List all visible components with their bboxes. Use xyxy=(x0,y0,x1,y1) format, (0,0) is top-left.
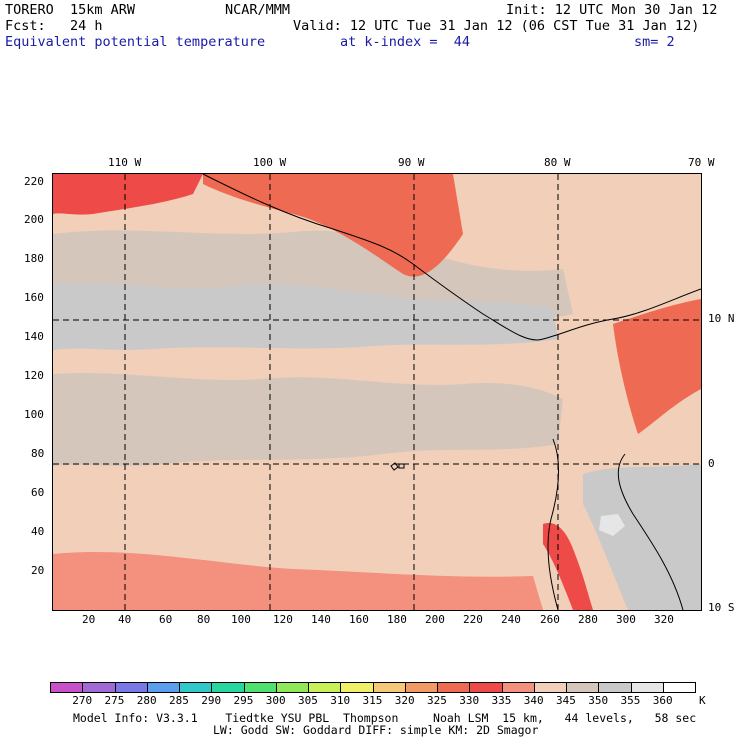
legend-label: 290 xyxy=(201,694,222,707)
lat-label-10s: 10 S xyxy=(708,601,735,614)
init-time: Init: 12 UTC Mon 30 Jan 12 xyxy=(506,2,718,18)
model-info-line2: LW: Godd SW: Goddard DIFF: simple KM: 2D… xyxy=(213,723,539,737)
y-tick: 160 xyxy=(24,291,44,304)
x-tick: 120 xyxy=(273,613,293,626)
legend-swatch xyxy=(308,682,342,693)
x-tick: 200 xyxy=(425,613,445,626)
legend-label: 310 xyxy=(330,694,351,707)
lon-label-70w: 70 W xyxy=(688,156,715,169)
lat-label-10n: 10 N xyxy=(708,312,735,325)
lon-label-100w: 100 W xyxy=(253,156,287,169)
lon-label-80w: 80 W xyxy=(544,156,571,169)
y-tick: 120 xyxy=(24,369,44,382)
legend-label: 295 xyxy=(233,694,254,707)
lon-label-110w: 110 W xyxy=(108,156,142,169)
gray-band-mid xyxy=(53,372,563,466)
legend-swatch xyxy=(50,682,84,693)
legend-swatch xyxy=(275,682,309,693)
legend-label: 355 xyxy=(620,694,641,707)
y-tick: 140 xyxy=(24,330,44,343)
white-patch xyxy=(599,514,625,536)
model-info-line1: Model Info: V3.3.1 Tiedtke YSU PBL Thomp… xyxy=(73,711,697,725)
legend-swatch xyxy=(437,682,471,693)
theta-e-field xyxy=(53,174,701,610)
legend-label: 300 xyxy=(265,694,286,707)
warm-colombia xyxy=(613,299,701,434)
x-tick: 80 xyxy=(197,613,211,626)
legend-label: 305 xyxy=(298,694,318,707)
legend-swatch xyxy=(146,682,180,693)
legend-label: 280 xyxy=(136,694,157,707)
legend-label: 330 xyxy=(459,694,480,707)
legend-swatch xyxy=(662,682,696,693)
y-tick: 220 xyxy=(24,175,44,188)
legend-label: 270 xyxy=(72,694,93,707)
x-tick: 160 xyxy=(349,613,369,626)
legend-swatch xyxy=(179,682,213,693)
x-tick: 240 xyxy=(501,613,521,626)
lon-label-90w: 90 W xyxy=(398,156,425,169)
y-tick: 180 xyxy=(24,252,44,265)
gray-band-andes xyxy=(583,464,701,610)
x-tick: 20 xyxy=(82,613,96,626)
warm-northwest xyxy=(53,174,203,215)
y-tick: 100 xyxy=(24,408,44,421)
x-tick: 280 xyxy=(578,613,598,626)
legend-swatch xyxy=(404,682,438,693)
legend-label: 350 xyxy=(588,694,609,707)
map-panel xyxy=(52,173,702,611)
y-tick: 200 xyxy=(24,213,44,226)
y-tick: 60 xyxy=(31,486,45,499)
field-name: Equivalent potential temperature xyxy=(5,34,266,50)
legend-label: 325 xyxy=(427,694,447,707)
x-tick: 140 xyxy=(311,613,331,626)
legend-swatch xyxy=(630,682,664,693)
legend-swatch xyxy=(372,682,406,693)
legend-label: 340 xyxy=(523,694,544,707)
y-tick: 20 xyxy=(31,564,45,577)
k-index: at k-index = 44 xyxy=(340,34,471,50)
x-tick: 180 xyxy=(387,613,407,626)
x-tick: 60 xyxy=(159,613,173,626)
legend-swatch xyxy=(598,682,632,693)
x-tick: 220 xyxy=(463,613,483,626)
warm-central-america xyxy=(203,174,463,277)
legend-label: 360 xyxy=(652,694,673,707)
coastline xyxy=(202,174,701,610)
legend-label: 320 xyxy=(394,694,415,707)
smoothing: sm= 2 xyxy=(634,34,675,50)
legend-label: 345 xyxy=(556,694,576,707)
legend-label: 275 xyxy=(104,694,125,707)
legend-label: 315 xyxy=(362,694,383,707)
organization: NCAR/MMM xyxy=(225,2,291,18)
warm-south xyxy=(53,551,543,610)
x-tick: 300 xyxy=(616,613,636,626)
legend-swatch xyxy=(566,682,600,693)
legend-swatch xyxy=(501,682,535,693)
forecast-hour: Fcst: 24 h xyxy=(5,18,103,34)
valid-time: Valid: 12 UTC Tue 31 Jan 12 (06 CST Tue … xyxy=(293,18,700,34)
legend-unit: K xyxy=(699,694,706,707)
lat-label-0: 0 xyxy=(708,457,715,470)
x-tick: 40 xyxy=(118,613,132,626)
x-tick: 100 xyxy=(231,613,251,626)
gray-band-central xyxy=(53,282,558,350)
legend-swatch xyxy=(340,682,374,693)
warm-peru-coast xyxy=(543,523,593,610)
legend-swatch xyxy=(243,682,277,693)
graticule xyxy=(53,174,701,610)
legend-swatch xyxy=(469,682,503,693)
legend-label: 285 xyxy=(169,694,189,707)
y-tick: 80 xyxy=(31,447,45,460)
model-name: TORERO 15km ARW xyxy=(5,2,136,18)
legend-label: 335 xyxy=(491,694,512,707)
x-tick: 260 xyxy=(540,613,560,626)
legend-swatch xyxy=(82,682,116,693)
legend-swatch xyxy=(533,682,567,693)
legend-swatch xyxy=(211,682,245,693)
x-tick: 320 xyxy=(654,613,674,626)
legend-swatch xyxy=(114,682,148,693)
y-tick: 40 xyxy=(31,525,45,538)
